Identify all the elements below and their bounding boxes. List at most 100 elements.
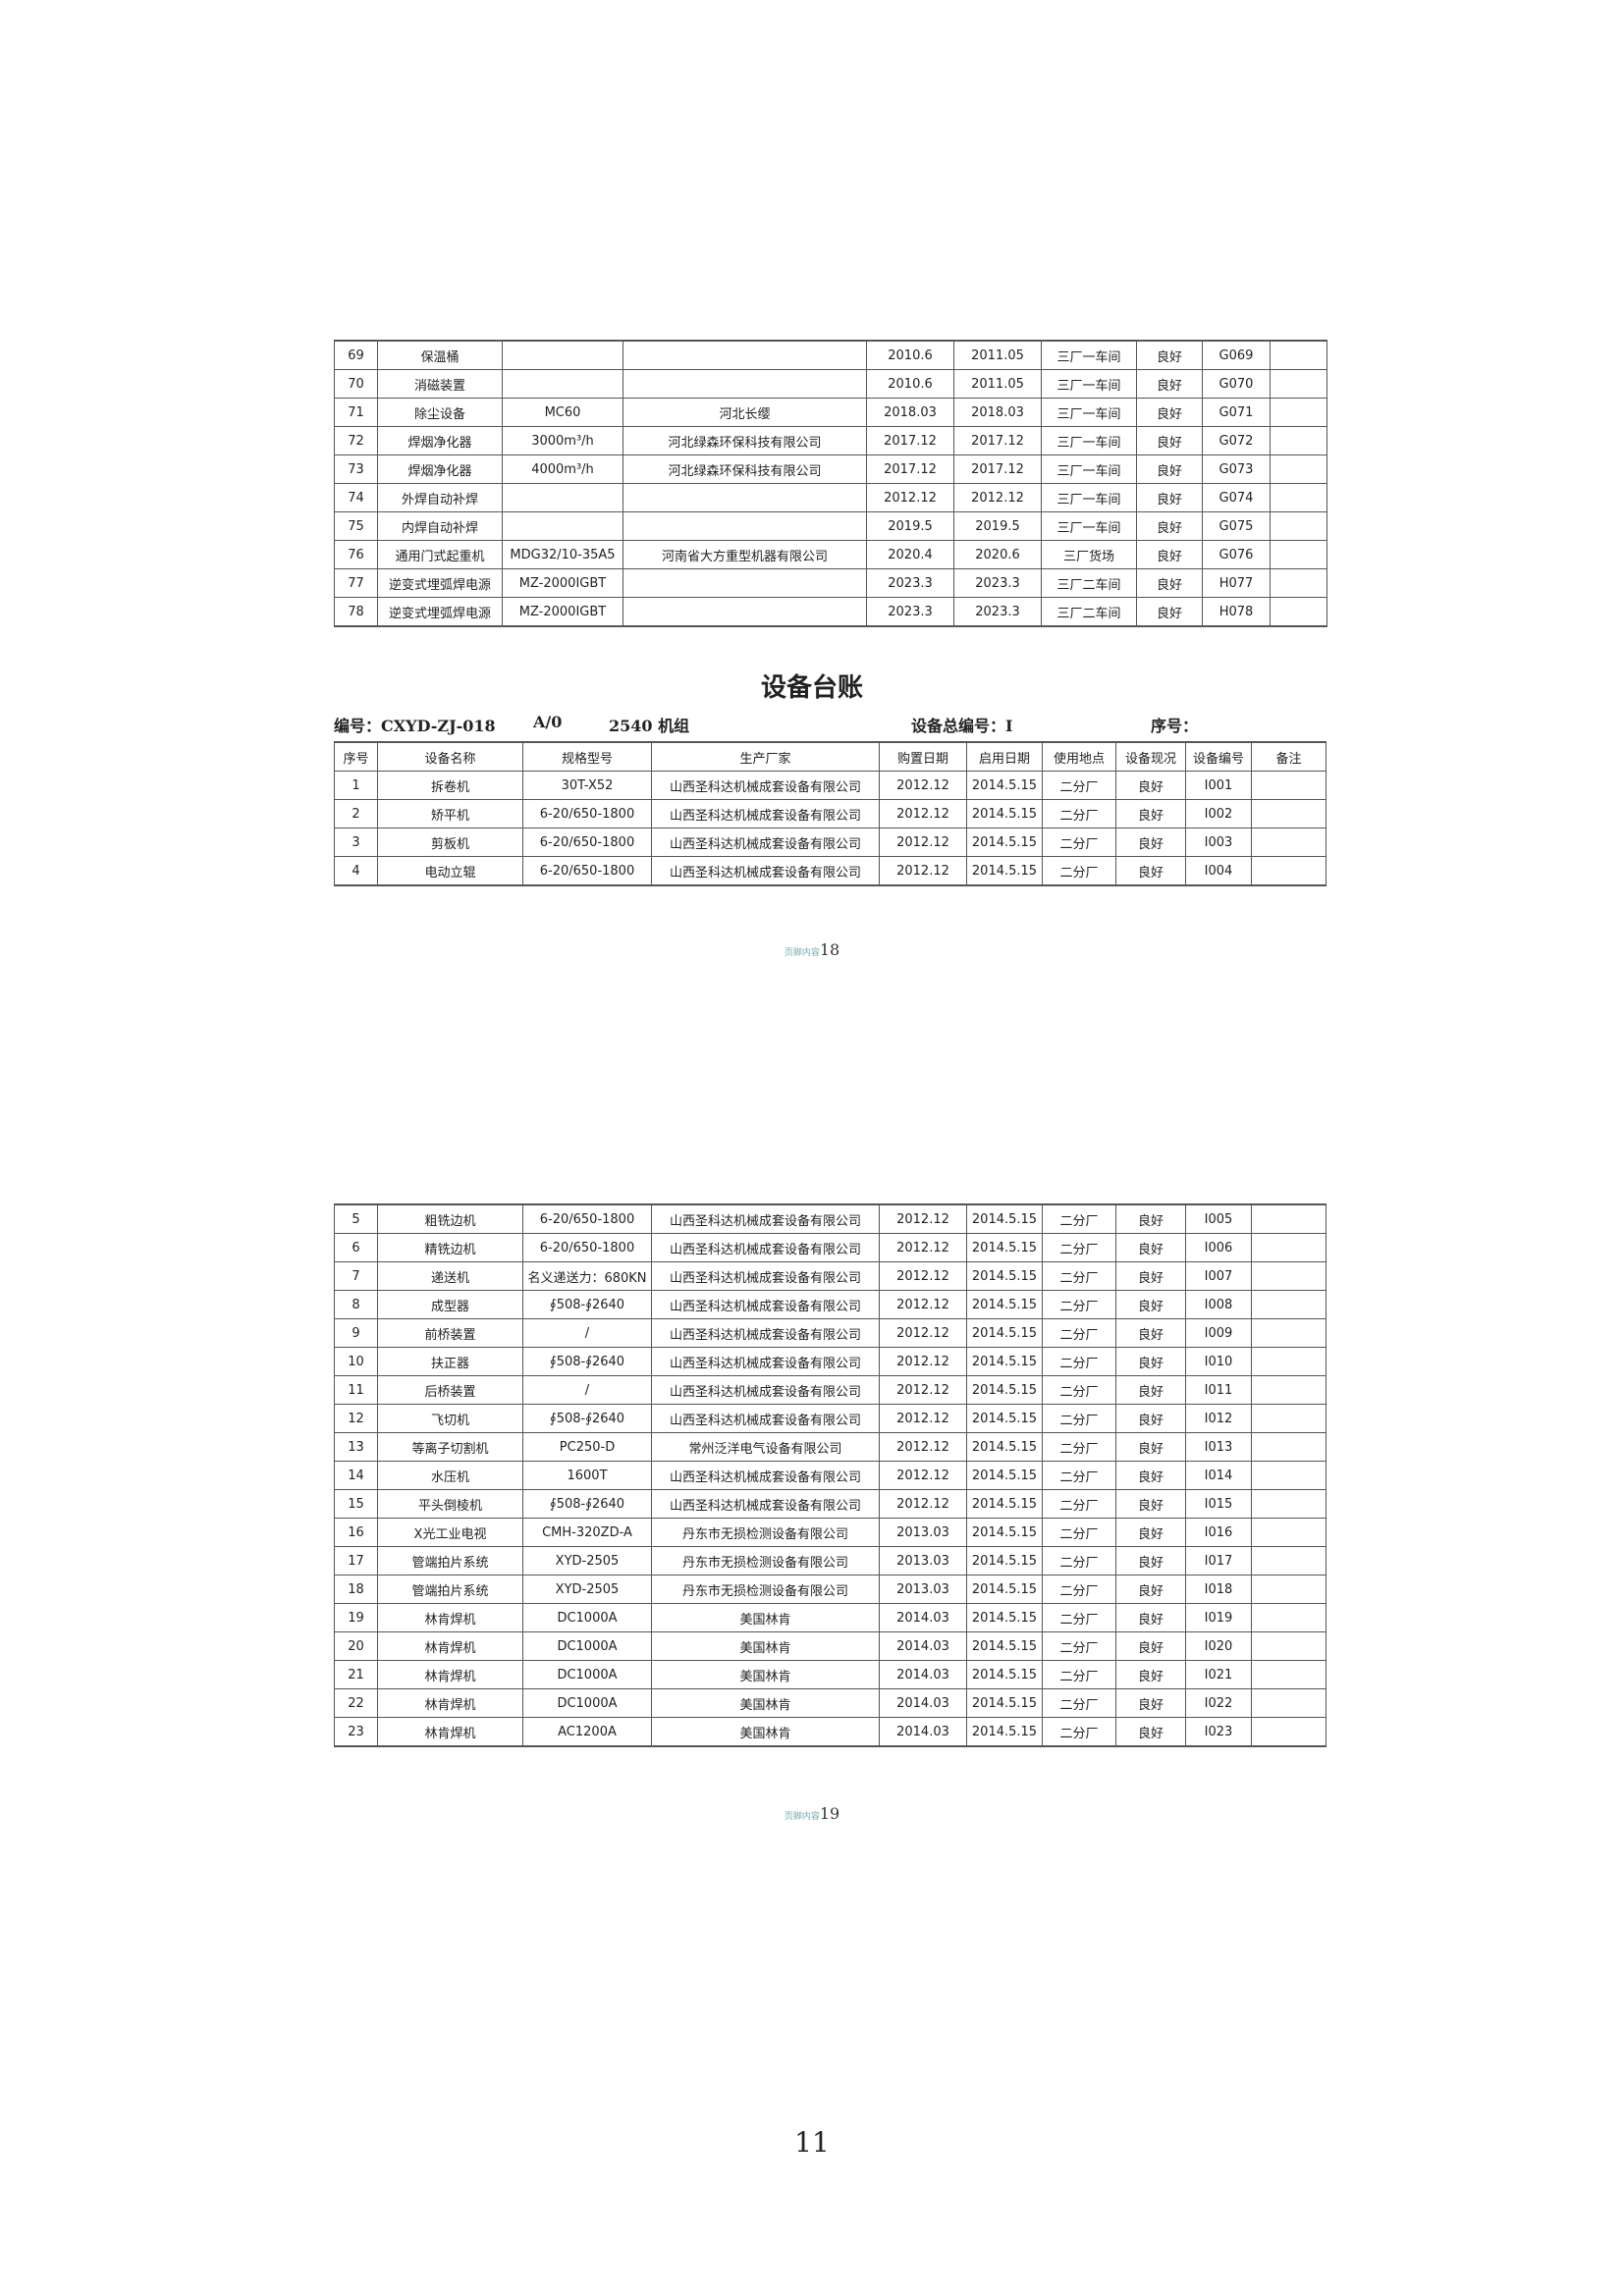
table-cell: 2014.03: [879, 1603, 967, 1632]
table-cell: I012: [1185, 1404, 1252, 1433]
table-cell: 良好: [1115, 799, 1186, 828]
table-cell: G071: [1202, 398, 1271, 427]
table-row: 20 林肯焊机 DC1000A 美国林肯 2014.03 2014.5.15 二分厂 良好 I0…: [334, 1631, 1326, 1661]
table-cell: 山西圣科达机械成套设备有限公司: [651, 1318, 880, 1348]
table-cell: 三厂一车间: [1041, 369, 1137, 399]
table-row: 4 电动立辊 6-20/650-1800 山西圣科达机械成套设备有限公司 2012.12…: [334, 856, 1326, 886]
table-cell: [1270, 369, 1327, 399]
table-cell: 除尘设备: [377, 398, 503, 427]
table-cell: 二分厂: [1042, 1688, 1116, 1718]
table-cell: 山西圣科达机械成套设备有限公司: [651, 1404, 880, 1433]
table-cell: [1251, 1347, 1326, 1376]
table-cell: I002: [1185, 799, 1252, 828]
table-row: 6 精铣边机 6-20/650-1800 山西圣科达机械成套设备有限公司 2012.12…: [334, 1233, 1326, 1262]
table-cell: G072: [1202, 426, 1271, 455]
table-cell: 74: [334, 483, 378, 512]
table-cell: 拆卷机: [377, 771, 523, 800]
table-cell: 二分厂: [1042, 1631, 1116, 1661]
table-cell: 焊烟净化器: [377, 426, 503, 455]
table-cell: 三厂一车间: [1041, 454, 1137, 484]
table-row: 1 拆卷机 30T-X52 山西圣科达机械成套设备有限公司 2012.12 2014.5.…: [334, 771, 1326, 800]
table-cell: 二分厂: [1042, 1290, 1116, 1319]
page-footer: 页脚内容19: [0, 1804, 1624, 1823]
table-cell: 丹东市无损检测设备有限公司: [651, 1518, 880, 1547]
table-cell: 二分厂: [1042, 828, 1116, 857]
table-cell: [1251, 1432, 1326, 1462]
table-cell: 2014.5.15: [966, 1603, 1043, 1632]
table-cell: /: [522, 1375, 652, 1405]
table-cell: 二分厂: [1042, 1261, 1116, 1291]
table-cell: [1251, 1717, 1326, 1747]
table-cell: 二分厂: [1042, 799, 1116, 828]
table-cell: 二分厂: [1042, 1203, 1116, 1234]
table-cell: 林肯焊机: [377, 1717, 523, 1747]
table-row: 3 剪板机 6-20/650-1800 山西圣科达机械成套设备有限公司 2012.12 2…: [334, 828, 1326, 857]
table-cell: 良好: [1136, 398, 1203, 427]
column-header: 设备名称: [377, 741, 523, 772]
table-cell: 2023.3: [866, 597, 954, 627]
column-header: 使用地点: [1042, 741, 1116, 772]
table-cell: 二分厂: [1042, 1660, 1116, 1689]
table-cell: 2014.5.15: [966, 1233, 1043, 1262]
column-header: 规格型号: [522, 741, 652, 772]
table-cell: 2014.5.15: [966, 1290, 1043, 1319]
equipment-ledger-table: 序号 设备名称 规格型号 生产厂家 购置日期 启用日期 使用地点 设备现况 设备编号 备注 1 拆卷…: [334, 741, 1326, 886]
table-row: 73 焊烟净化器 4000m³/h 河北绿森环保科技有限公司 2017.12 2017.1…: [334, 454, 1327, 484]
table-cell: 良好: [1115, 1631, 1186, 1661]
table-cell: 水压机: [377, 1461, 523, 1490]
table-cell: [1251, 1375, 1326, 1405]
table-cell: 良好: [1136, 369, 1203, 399]
table-cell: 6-20/650-1800: [522, 1233, 652, 1262]
table-cell: I018: [1185, 1575, 1252, 1604]
table-cell: 良好: [1136, 483, 1203, 512]
table-cell: [623, 568, 867, 598]
table-row: 23 林肯焊机 AC1200A 美国林肯 2014.03 2014.5.15 二分厂 良好 I0…: [334, 1717, 1326, 1747]
table-cell: 山西圣科达机械成套设备有限公司: [651, 1347, 880, 1376]
table-cell: 2014.5.15: [966, 828, 1043, 857]
table-cell: 丹东市无损检测设备有限公司: [651, 1546, 880, 1575]
table-cell: 良好: [1115, 1318, 1186, 1348]
table-cell: 良好: [1115, 1603, 1186, 1632]
table-cell: 2012.12: [953, 483, 1042, 512]
table-cell: 2014.5.15: [966, 1546, 1043, 1575]
table-cell: 良好: [1136, 511, 1203, 541]
table-cell: 2012.12: [879, 1318, 967, 1348]
table-cell: 后桥装置: [377, 1375, 523, 1405]
table-cell: 良好: [1136, 454, 1203, 484]
table-cell: [1270, 568, 1327, 598]
table-cell: 名义递送力：680KN: [522, 1261, 652, 1291]
table-cell: 良好: [1115, 1688, 1186, 1718]
table-cell: 美国林肯: [651, 1631, 880, 1661]
table-cell: G073: [1202, 454, 1271, 484]
table-cell: [1270, 483, 1327, 512]
table-cell: 河北绿森环保科技有限公司: [623, 454, 867, 484]
table-cell: 等离子切割机: [377, 1432, 523, 1462]
table-cell: [1270, 597, 1327, 627]
table-cell: 林肯焊机: [377, 1660, 523, 1689]
table-cell: I013: [1185, 1432, 1252, 1462]
table-row: 72 焊烟净化器 3000m³/h 河北绿森环保科技有限公司 2017.12 2017.1…: [334, 426, 1327, 455]
table-header-row: 序号 设备名称 规格型号 生产厂家 购置日期 启用日期 使用地点 设备现况 设备编号 备注: [334, 741, 1326, 772]
column-header: 生产厂家: [651, 741, 880, 772]
table-cell: 2014.5.15: [966, 1489, 1043, 1519]
table-cell: 19: [334, 1603, 378, 1632]
footer-number: 18: [819, 940, 840, 959]
page-title: 设备台账: [760, 673, 863, 703]
column-header: 设备现况: [1115, 741, 1186, 772]
table-cell: 二分厂: [1042, 771, 1116, 800]
table-cell: 逆变式埋弧焊电源: [377, 597, 503, 627]
table-cell: 管端拍片系统: [377, 1546, 523, 1575]
table-cell: PC250-D: [522, 1432, 652, 1462]
table-cell: 2012.12: [879, 1375, 967, 1405]
table-cell: 2012.12: [879, 771, 967, 800]
table-cell: 23: [334, 1717, 378, 1747]
table-row: 74 外焊自动补焊 2012.12 2012.12 三厂一车间 良好 G074: [334, 483, 1327, 512]
table-row: 19 林肯焊机 DC1000A 美国林肯 2014.03 2014.5.15 二分厂 良好 I0…: [334, 1603, 1326, 1632]
table-cell: 2014.03: [879, 1660, 967, 1689]
table-cell: 2014.5.15: [966, 1461, 1043, 1490]
page-footer: 页脚内容18: [0, 940, 1624, 959]
table-cell: 2019.5: [953, 511, 1042, 541]
table-cell: 2014.5.15: [966, 1631, 1043, 1661]
table-row: 2 矫平机 6-20/650-1800 山西圣科达机械成套设备有限公司 2012.12 2…: [334, 799, 1326, 828]
table-row: 18 管端拍片系统 XYD-2505 丹东市无损检测设备有限公司 2013.03 2014…: [334, 1575, 1326, 1604]
